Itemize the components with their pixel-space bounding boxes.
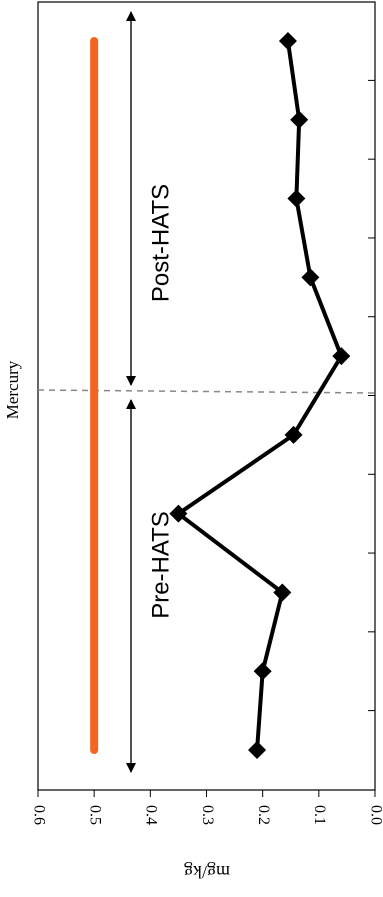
plot-frame [37, 1, 376, 791]
x-tick-label: 0.6 [30, 805, 47, 825]
data-point [248, 741, 267, 759]
x-tick-label: 0.5 [86, 805, 103, 825]
x-tick-label: 0.3 [199, 805, 216, 825]
chart-title: Mercury [3, 360, 22, 419]
annotation: Post-HATS [147, 184, 174, 302]
data-point [284, 425, 303, 444]
divider [37, 389, 376, 394]
x-tick-label: 0.2 [255, 805, 272, 825]
data-point [169, 504, 188, 523]
x-tick-label: 0.0 [367, 805, 383, 825]
data-point [278, 32, 297, 50]
data-point [287, 189, 306, 208]
x-tick-label: 0.1 [311, 805, 328, 825]
data-point [301, 268, 320, 287]
x-axis-label: mg/kg [184, 862, 230, 882]
data-point [273, 583, 292, 602]
data-point [253, 662, 272, 681]
data-point [290, 110, 309, 129]
data-point [332, 347, 351, 366]
x-tick-label: 0.4 [143, 805, 160, 825]
annotation: Pre-HATS [147, 511, 174, 619]
data-line [176, 39, 344, 752]
